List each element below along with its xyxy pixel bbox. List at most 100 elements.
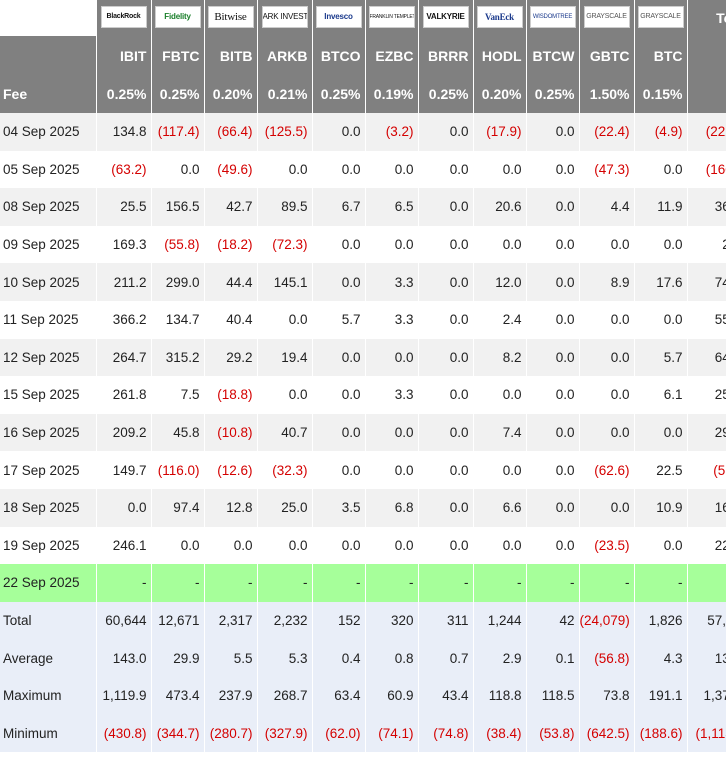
summary-cell: 152 [312, 601, 366, 640]
flow-cell: 0.0 [526, 263, 580, 301]
ticker-cell: EZBC [365, 36, 419, 75]
ticker-cell: BTCW [526, 36, 580, 75]
flow-cell: 0.0 [579, 225, 635, 264]
flow-cell: 0.0 [634, 150, 688, 189]
flow-cell: (10.8) [204, 413, 258, 452]
flow-cell: 0.0 [526, 488, 580, 527]
flow-cell: 264.7 [96, 338, 152, 377]
fee-cell: 0.15% [634, 75, 688, 113]
flow-cell: 0.0 [526, 413, 580, 452]
table-row: 04 Sep 2025 134.8 (117.4) (66.4) (125.5) 0.0(… [0, 113, 726, 151]
ticker-total-cell [687, 36, 726, 75]
corner-cell [0, 0, 97, 36]
flow-cell: - [96, 564, 152, 602]
flow-cell: - [312, 564, 366, 602]
flow-cell: - [204, 564, 258, 602]
flow-cell: 0.0 [526, 188, 580, 226]
fidelity-logo: Fidelity [154, 5, 201, 28]
flow-cell: 0.0 [365, 150, 419, 189]
ticker-row: IBIT FBTC BITB ARKB BTCO EZBC BRRR HODL … [0, 36, 726, 75]
summary-cell: 42 [526, 601, 580, 640]
summary-cell: (344.7) [151, 714, 205, 753]
flow-cell: 0.0 [526, 113, 580, 151]
ticker-cell: FBTC [151, 36, 205, 75]
row-date: 16 Sep 2025 [0, 413, 97, 452]
row-date: 04 Sep 2025 [0, 113, 97, 151]
flow-cell: 0.0 [312, 150, 366, 189]
flow-cell: 3.3 [365, 300, 419, 339]
row-total-cell: 163.0 [687, 488, 726, 527]
flow-cell: 0.0 [418, 225, 474, 264]
flow-cell: (17.9) [473, 113, 527, 151]
flow-cell: 0.0 [473, 150, 527, 189]
flow-cell: 0.0 [418, 300, 474, 339]
flow-cell: 29.2 [204, 338, 258, 377]
summary-label: Total [0, 601, 97, 640]
ticker-label-cell [0, 36, 97, 75]
flow-cell: 6.8 [365, 488, 419, 527]
flow-cell: 0.0 [579, 300, 635, 339]
row-date: 05 Sep 2025 [0, 150, 97, 189]
flow-cell: (3.2) [365, 113, 419, 151]
fee-cell: 0.20% [204, 75, 258, 113]
flow-cell: (18.8) [204, 376, 258, 414]
summary-cell: 12,671 [151, 601, 205, 640]
flow-cell: (47.3) [579, 150, 635, 189]
summary-cell: 0.1 [526, 639, 580, 677]
flow-cell: 0.0 [526, 526, 580, 565]
summary-cell: 2,232 [257, 601, 313, 640]
flow-cell: 0.0 [473, 225, 527, 264]
flow-cell: 3.3 [365, 263, 419, 301]
ticker-cell: ARKB [257, 36, 313, 75]
row-total-cell: 364.3 [687, 188, 726, 226]
flow-cell: 19.4 [257, 338, 313, 377]
flow-cell: 17.6 [634, 263, 688, 301]
flow-cell: - [418, 564, 474, 602]
row-date: 12 Sep 2025 [0, 338, 97, 377]
summary-rows: Total 60,644 12,671 2,317 2,232 152 320 311 1,24… [0, 601, 726, 753]
fee-cell: 0.21% [257, 75, 313, 113]
flow-cell: 0.0 [418, 338, 474, 377]
row-date: 17 Sep 2025 [0, 451, 97, 489]
daily-flow-rows: 04 Sep 2025 134.8 (117.4) (66.4) (125.5) 0.0(… [0, 113, 726, 602]
summary-cell: 143.0 [96, 639, 152, 677]
summary-label: Maximum [0, 676, 97, 715]
row-total-cell: 741.5 [687, 263, 726, 301]
ticker-cell: BITB [204, 36, 258, 75]
flow-cell: 22.5 [634, 451, 688, 489]
flow-cell: 40.7 [257, 413, 313, 452]
flow-cell: 145.1 [257, 263, 313, 301]
flow-cell: 0.0 [526, 150, 580, 189]
summary-cell: 1,119.9 [96, 676, 152, 715]
flow-cell: 6.7 [312, 188, 366, 226]
summary-cell: 43.4 [418, 676, 474, 715]
flow-cell: 0.0 [634, 300, 688, 339]
flow-cell: 0.0 [365, 338, 419, 377]
fee-cell: 0.25% [312, 75, 366, 113]
flow-cell: 0.0 [312, 451, 366, 489]
flow-cell: (125.5) [257, 113, 313, 151]
wisdomtree-logo: WISDOMTREE [529, 5, 576, 28]
summary-cell: 2,317 [204, 601, 258, 640]
flow-cell: 25.0 [257, 488, 313, 527]
flow-cell: 0.0 [257, 300, 313, 339]
flow-cell: 0.0 [418, 413, 474, 452]
flow-cell: 25.5 [96, 188, 152, 226]
flow-cell: (55.8) [151, 225, 205, 264]
table-row: 12 Sep 2025 264.7 315.2 29.2 19.4 0.0 0.0 0.0 8.… [0, 338, 726, 377]
fee-label: Fee [0, 75, 97, 113]
flow-cell: 0.0 [312, 376, 366, 414]
summary-cell: 320 [365, 601, 419, 640]
flow-cell: 0.0 [365, 225, 419, 264]
flow-cell: 209.2 [96, 413, 152, 452]
summary-cell: 268.7 [257, 676, 313, 715]
flow-cell: (116.0) [151, 451, 205, 489]
table-row: 19 Sep 2025 246.1 0.0 0.0 0.0 0.0 0.0 0.0 0.0 0.0… [0, 526, 726, 565]
row-date: 22 Sep 2025 [0, 564, 97, 602]
flow-cell: 40.4 [204, 300, 258, 339]
flow-cell: 0.0 [418, 451, 474, 489]
flow-cell: 0.0 [418, 263, 474, 301]
fee-cell: 1.50% [579, 75, 635, 113]
summary-cell: (1,113.7) [687, 714, 726, 753]
